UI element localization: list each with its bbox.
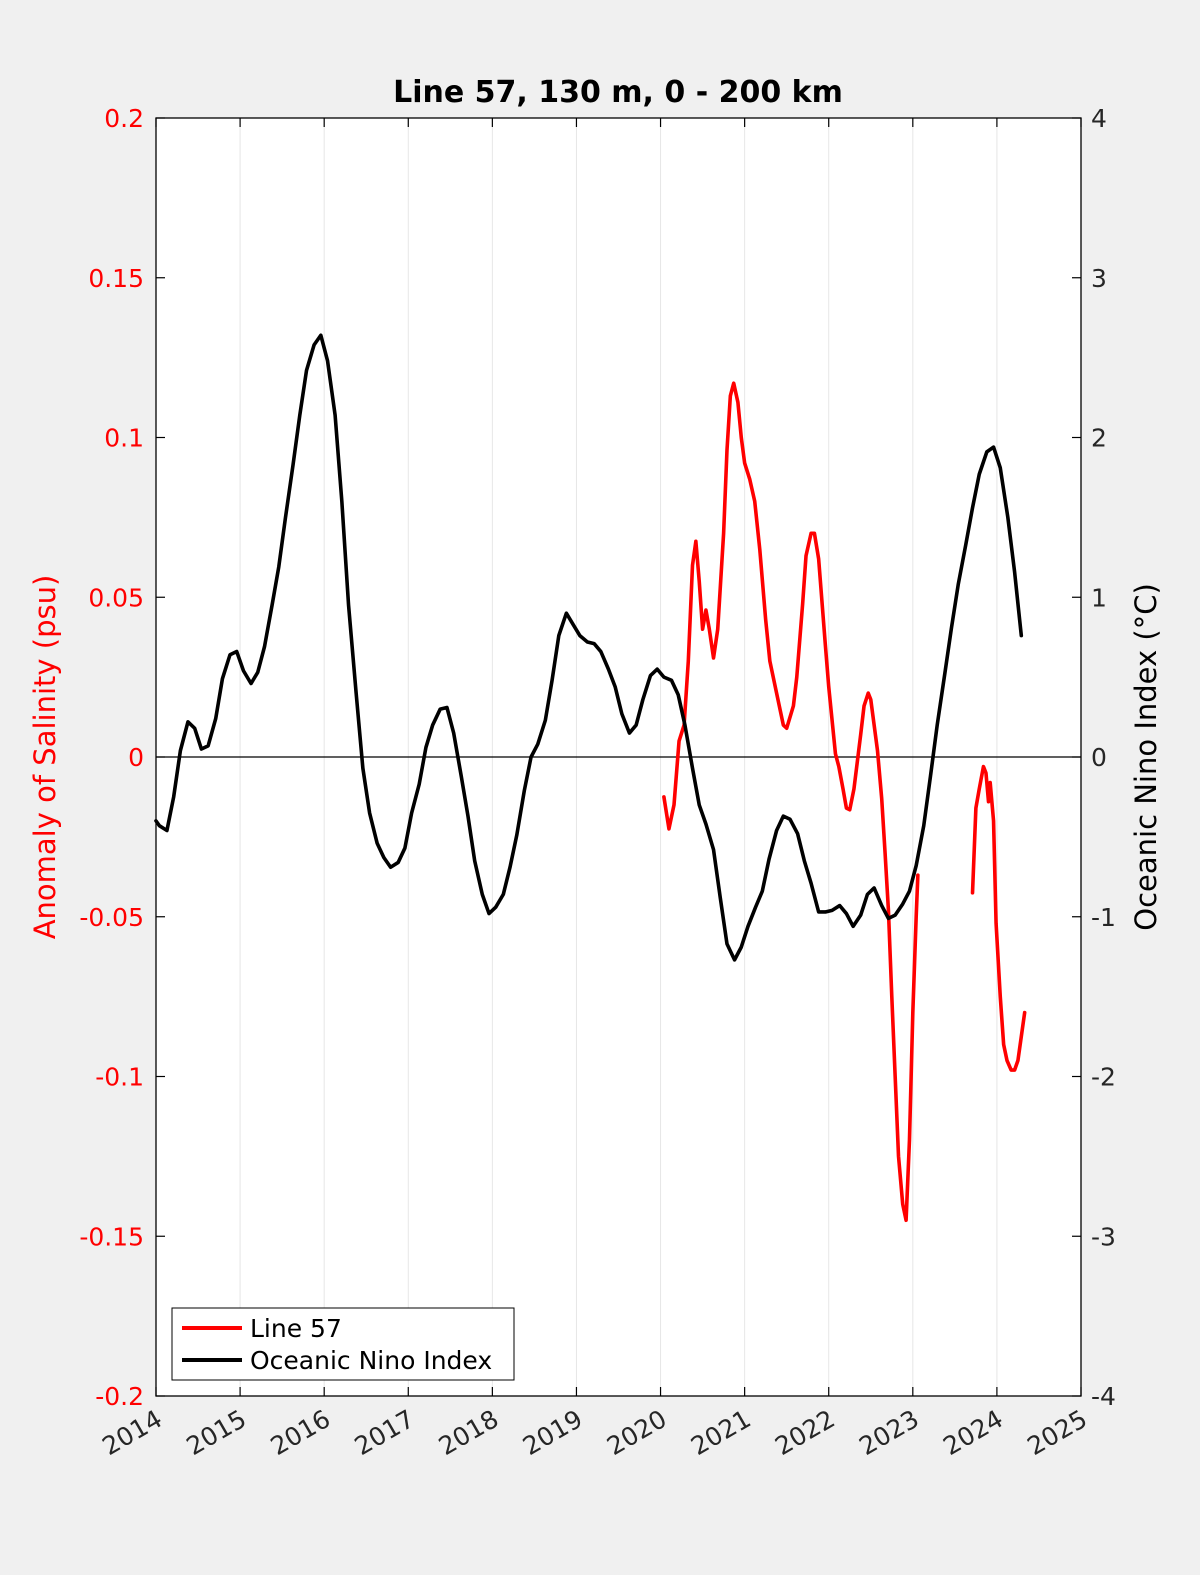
legend: Line 57 Oceanic Nino Index [171, 1307, 515, 1381]
y-right-tick-label: -4 [1091, 1382, 1116, 1411]
y-right-tick-label: -1 [1091, 903, 1116, 932]
legend-label-oni: Oceanic Nino Index [250, 1346, 492, 1375]
y-axis-left-title: Anomaly of Salinity (psu) [28, 575, 62, 940]
y-right-tick-label: -2 [1091, 1063, 1116, 1092]
y-right-tick-labels: -4 -3 -2 -1 0 1 2 3 4 [1091, 104, 1116, 1411]
y-left-tick-labels: -0.2 -0.15 -0.1 -0.05 0 0.05 0.1 0.15 0.2 [79, 104, 144, 1411]
legend-label-line57: Line 57 [250, 1314, 342, 1343]
x-tick-label: 2021 [686, 1404, 756, 1461]
y-right-tick-label: 0 [1091, 743, 1107, 772]
y-left-tick-label: 0 [128, 743, 144, 772]
y-left-tick-label: 0.15 [88, 264, 144, 293]
legend-box [171, 1307, 515, 1381]
y-right-tick-label: 4 [1091, 104, 1107, 133]
x-tick-label: 2019 [518, 1404, 588, 1461]
x-tick-label: 2025 [1022, 1404, 1092, 1461]
y-left-tick-label: -0.15 [79, 1222, 144, 1251]
x-tick-label: 2023 [854, 1404, 924, 1461]
y-left-tick-label: 0.1 [104, 424, 144, 453]
x-tick-label: 2022 [770, 1404, 840, 1461]
x-tick-label: 2018 [434, 1404, 504, 1461]
chart-title: Line 57, 130 m, 0 - 200 km [393, 75, 843, 110]
x-tick-label: 2020 [602, 1404, 672, 1461]
y-axis-right-title: Oceanic Nino Index (°C) [1129, 583, 1163, 931]
y-left-tick-label: -0.2 [95, 1382, 144, 1411]
series-line57-segment-1 [970, 764, 1027, 1072]
y-left-tick-label: 0.2 [104, 104, 144, 133]
series-lines [154, 333, 1027, 1223]
x-tick-label: 2014 [97, 1404, 167, 1461]
series-line57-segment-0 [662, 381, 920, 1223]
y-right-tick-label: -3 [1091, 1222, 1116, 1251]
y-left-tick-label: 0.05 [88, 583, 144, 612]
x-tick-labels: 2014 2015 2016 2017 2018 2019 2020 2021 2022 2023… [97, 1404, 1092, 1461]
y-right-tick-label: 3 [1091, 264, 1107, 293]
y-right-tick-label: 1 [1091, 583, 1107, 612]
axis-ticks [155, 117, 1082, 1397]
y-left-tick-label: -0.05 [79, 903, 144, 932]
x-tick-label: 2016 [266, 1404, 336, 1461]
y-right-tick-label: 2 [1091, 424, 1107, 453]
x-tick-label: 2017 [350, 1404, 420, 1461]
series-oni-segment-0 [154, 333, 1024, 962]
y-left-tick-label: -0.1 [95, 1063, 144, 1092]
x-tick-label: 2015 [181, 1404, 251, 1461]
x-tick-label: 2024 [938, 1404, 1008, 1461]
